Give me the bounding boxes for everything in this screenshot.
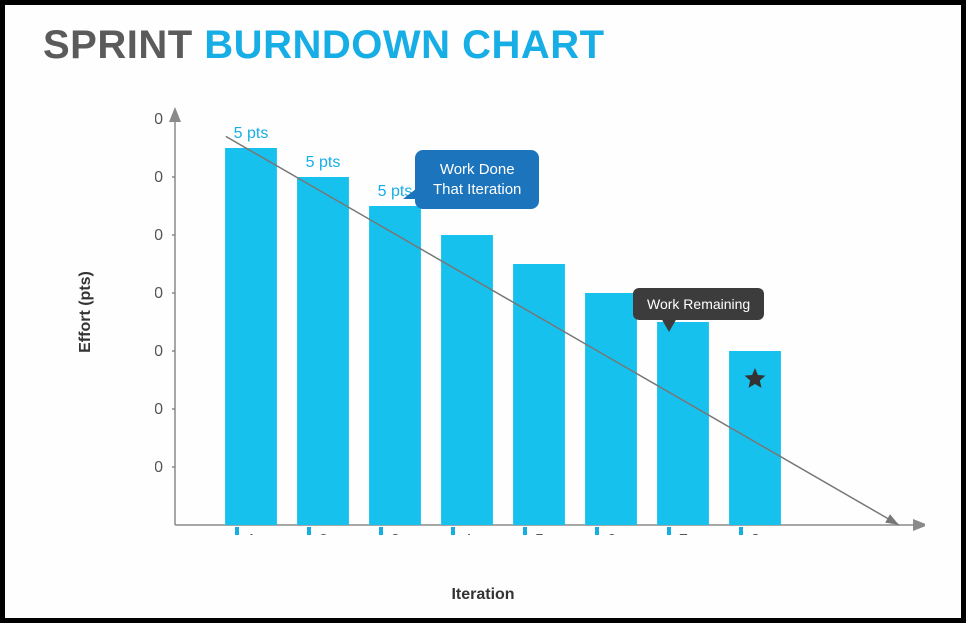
callout-work-remaining: Work Remaining (633, 288, 764, 320)
callout-work-done: Work Done That Iteration (415, 150, 539, 209)
bar (585, 293, 637, 525)
x-axis-arrow-icon (913, 519, 925, 531)
x-tick-label: 2 (319, 532, 328, 535)
x-tick-label: 4 (463, 532, 472, 535)
y-tick-label: 60 (155, 169, 163, 186)
bar (513, 264, 565, 525)
y-tick-label: 10 (155, 459, 163, 476)
title-part1: SPRINT (43, 23, 204, 67)
x-tick-label: 7 (679, 532, 688, 535)
x-axis-label: Iteration (5, 586, 961, 604)
x-tick-label: 6 (607, 532, 616, 535)
bar-pts-label: 5 pts (234, 125, 269, 142)
x-tick-label: 1 (247, 532, 256, 535)
y-tick-label: 50 (155, 227, 163, 244)
y-tick-label: 20 (155, 401, 163, 418)
y-axis-label: Effort (pts) (77, 271, 95, 353)
bar (225, 148, 277, 525)
x-tick-label: 3 (391, 532, 400, 535)
y-tick-label: 70 (155, 111, 163, 128)
bar (441, 235, 493, 525)
x-axis-end-label: Time (874, 534, 907, 535)
bar (369, 206, 421, 525)
chart-title: SPRINT BURNDOWN CHART (43, 23, 605, 68)
x-tick-label: 5 (535, 532, 544, 535)
y-tick-label: 30 (155, 343, 163, 360)
bar (297, 177, 349, 525)
bar-pts-label: 5 pts (306, 154, 341, 171)
callout-work-done-line2: That Iteration (433, 181, 521, 198)
callout-work-remaining-text: Work Remaining (647, 296, 750, 312)
x-tick-label: 8 (751, 532, 760, 535)
bar (657, 322, 709, 525)
trend-arrow-icon (885, 514, 899, 525)
title-part2: BURNDOWN CHART (204, 23, 604, 67)
callout-work-done-line1: Work Done (440, 161, 515, 178)
y-tick-label: 40 (155, 285, 163, 302)
burndown-chart: 1020304050607015 pts25 pts35 pts45678Tim… (155, 105, 925, 535)
chart-frame: SPRINT BURNDOWN CHART Effort (pts) 10 20 3… (0, 0, 966, 623)
